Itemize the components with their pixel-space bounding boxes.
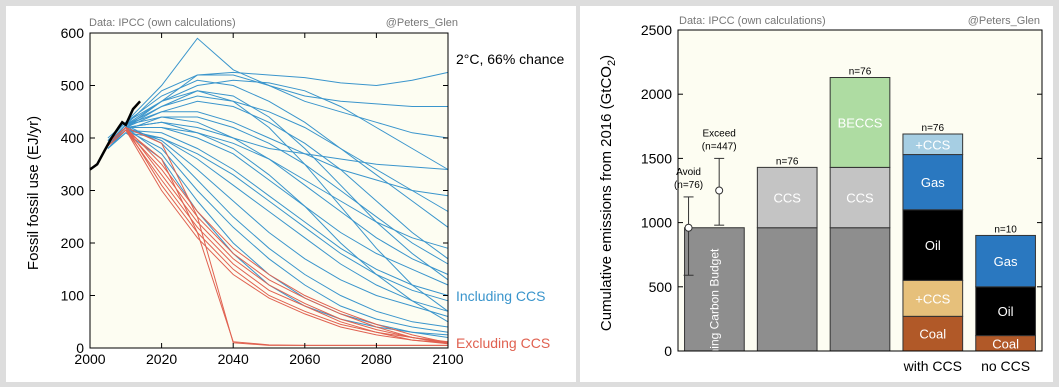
scenario-line-noccs-3 xyxy=(107,126,449,344)
scenario-line-ccs-22 xyxy=(107,127,449,249)
bar-with-ccs-segment-2 xyxy=(902,279,964,317)
errorbar-2-label: Exceed xyxy=(702,128,735,139)
scenario-line-ccs-23 xyxy=(107,129,449,302)
source-note: Data: IPCC (own calculations) xyxy=(679,15,826,27)
y-tick-label: 2000 xyxy=(641,86,672,102)
bar-with-ccs-segment-label: +CCS xyxy=(915,291,950,306)
y-tick-label: 2500 xyxy=(641,22,672,38)
y-tick-label: 0 xyxy=(664,343,672,359)
bar-with-ccs-x-label: with CCS xyxy=(903,358,962,374)
bar-ccs-count-label: n=76 xyxy=(776,156,799,167)
scenario-line-noccs-2 xyxy=(107,129,448,346)
emissions-chart-panel: Remaining Carbon Budget CCS n=76 CCS BECCS n=… xyxy=(580,6,1053,387)
y-tick-label: 600 xyxy=(61,25,85,41)
x-tick-label: 2040 xyxy=(218,351,249,367)
bar-beccs-segment-1 xyxy=(829,227,891,352)
errorbar-1-label: Avoid xyxy=(676,167,701,178)
bar-no-ccs-segment-2 xyxy=(975,286,1036,337)
scenario-line-ccs-7 xyxy=(107,116,449,265)
bar-no-ccs-x-label: no CCS xyxy=(981,358,1030,374)
scenario-line-ccs-13 xyxy=(107,124,449,328)
scenario-line-noccs-5 xyxy=(107,126,449,344)
historical-line xyxy=(89,100,142,171)
scenario-annotation: 2°C, 66% chance xyxy=(456,51,565,67)
y-tick-label: 500 xyxy=(649,279,673,295)
y-tick-label: 1000 xyxy=(641,215,672,231)
fossil-use-chart: 2000 2020 2040 2060 2080 2100 0 100 200 300 400 500… xyxy=(25,17,565,367)
errorbar-2-center xyxy=(715,186,724,195)
scenario-line-ccs-24 xyxy=(107,90,449,312)
x-tick-label: 2000 xyxy=(74,351,105,367)
x-tick-label: 2060 xyxy=(289,351,320,367)
y-tick-label: 100 xyxy=(61,288,85,304)
scenario-line-ccs-14 xyxy=(107,129,449,333)
bar-with-ccs-segment-3 xyxy=(902,209,964,281)
bar-beccs-segment-label: CCS xyxy=(846,191,874,206)
y-axis-label: Cumulative emissions from 2016 (GtCO2) xyxy=(598,55,618,331)
bar-ccs-segment-1 xyxy=(756,227,818,352)
bar-budget-segment-label: Remaining Carbon Budget xyxy=(707,248,721,382)
scenario-line-ccs-4 xyxy=(107,79,449,170)
bar-with-ccs-segment-4 xyxy=(902,154,964,211)
plot-frame xyxy=(677,29,1043,352)
errorbar-1-count: (n=76) xyxy=(674,180,703,191)
y-tick-label: 0 xyxy=(76,340,84,356)
y-tick-label: 200 xyxy=(61,235,85,251)
errorbar-1-center xyxy=(684,223,693,232)
scenario-line-ccs-1 xyxy=(107,71,449,144)
credit: @Peters_Glen xyxy=(386,17,458,29)
emissions-chart: Remaining Carbon Budget CCS n=76 CCS BECCS n=… xyxy=(598,15,1043,387)
bar-with-ccs-count-label: n=76 xyxy=(922,123,945,134)
y-tick-label: 500 xyxy=(61,78,85,94)
emissions-axes: with CCS no CCS 0 500 1000 1500 2000 2500 xyxy=(641,22,1043,374)
bar-with-ccs-segment-label: +CCS xyxy=(915,137,950,152)
x-tick-label: 2100 xyxy=(432,351,463,367)
fossil-use-axes: 2000 2020 2040 2060 2080 2100 0 100 200 300 400 500… xyxy=(61,25,464,367)
scenario-line-ccs-10 xyxy=(107,129,449,296)
bar-beccs-count-label: n=76 xyxy=(849,67,872,78)
emissions-plot-area: Remaining Carbon Budget CCS n=76 CCS BECCS n=… xyxy=(674,30,1042,387)
scenario-line-ccs-3 xyxy=(107,74,449,144)
legend-excluding-ccs: Excluding CCS xyxy=(456,335,550,351)
bar-no-ccs-count-label: n=10 xyxy=(994,224,1017,235)
bar-with-ccs-segment-5 xyxy=(902,133,964,156)
bar-beccs-segment-3 xyxy=(829,77,891,168)
source-note: Data: IPCC (own calculations) xyxy=(89,17,236,29)
errorbar-2-count: (n=447) xyxy=(702,141,737,152)
bar-ccs-segment-2 xyxy=(756,166,818,229)
bar-no-ccs-segment-3 xyxy=(975,234,1036,288)
x-tick-label: 2080 xyxy=(361,351,392,367)
x-tick-label: 2020 xyxy=(146,351,177,367)
bar-beccs-segment-2 xyxy=(829,166,891,229)
bar-no-ccs-segment-label: Gas xyxy=(994,254,1018,269)
y-axis-label: Fossil fossil use (EJ/yr) xyxy=(25,116,42,270)
scenario-line-ccs-12 xyxy=(107,126,449,317)
y-tick-label: 1500 xyxy=(641,150,672,166)
scenario-line-noccs-6 xyxy=(107,129,449,345)
bar-with-ccs-segment-label: Gas xyxy=(921,175,945,190)
fossil-use-plot-area xyxy=(89,33,449,348)
y-tick-label: 300 xyxy=(61,183,85,199)
legend-including-ccs: Including CCS xyxy=(456,288,546,304)
bar-with-ccs-segment-label: Oil xyxy=(925,238,941,253)
bar-ccs-segment-label: CCS xyxy=(773,191,801,206)
scenario-line-ccs-18 xyxy=(107,79,449,228)
scenario-line-ccs-20 xyxy=(107,121,449,323)
bar-beccs-segment-label: BECCS xyxy=(838,115,883,130)
scenario-line-ccs-19 xyxy=(107,116,449,170)
scenario-line-ccs-17 xyxy=(107,100,449,260)
bar-with-ccs-segment-label: Coal xyxy=(919,327,946,342)
scenario-line-noccs-8 xyxy=(107,129,449,344)
scenario-line-noccs-4 xyxy=(107,129,449,345)
y-tick-label: 400 xyxy=(61,130,85,146)
scenario-line-noccs-7 xyxy=(107,126,449,343)
fossil-use-chart-panel: 2000 2020 2040 2060 2080 2100 0 100 200 300 400 500… xyxy=(6,6,576,382)
credit: @Peters_Glen xyxy=(968,15,1040,27)
bar-no-ccs-segment-label: Oil xyxy=(998,304,1014,319)
bar-no-ccs-segment-label: Coal xyxy=(992,336,1019,351)
scenario-line-ccs-5 xyxy=(107,95,449,212)
scenario-line-ccs-21 xyxy=(107,90,449,281)
bar-budget-segment-1 xyxy=(684,227,745,352)
